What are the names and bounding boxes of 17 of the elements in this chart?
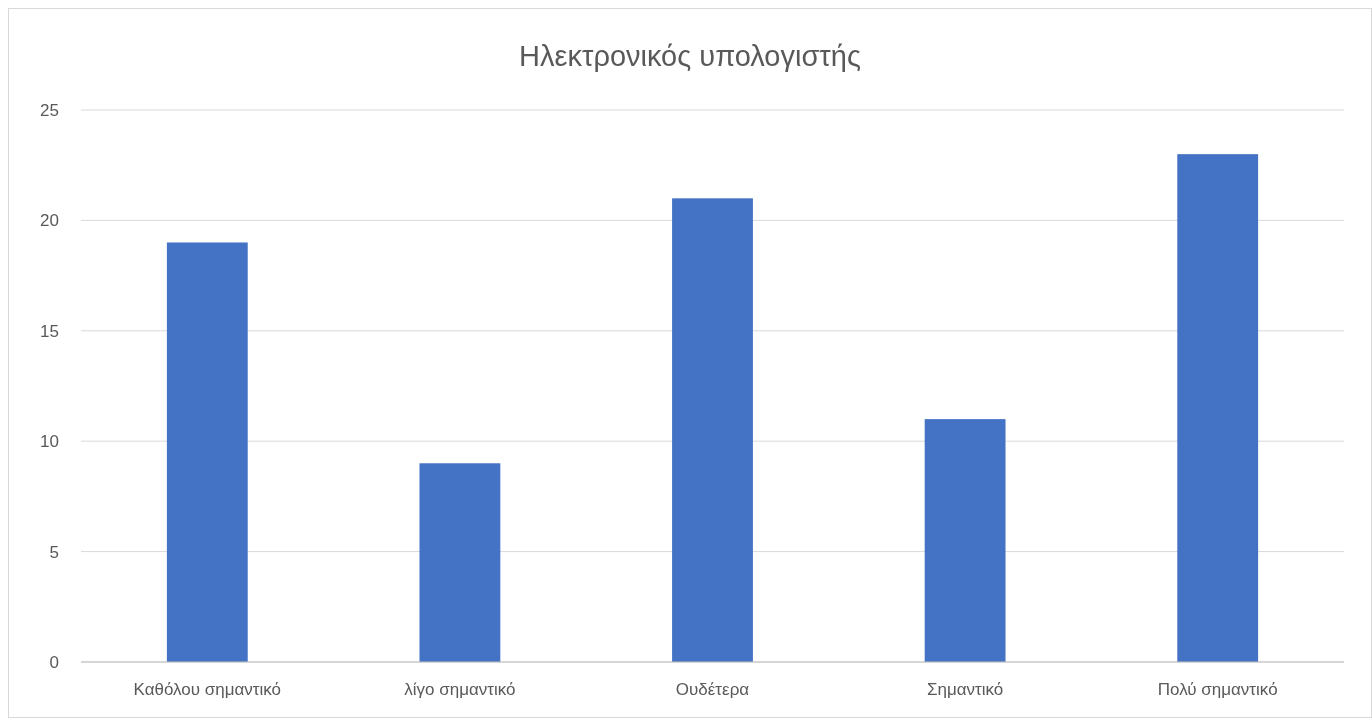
y-tick-label: 15 <box>40 321 59 341</box>
x-tick-label: Πολύ σημαντικό <box>1157 680 1278 699</box>
y-tick-label: 10 <box>40 432 59 452</box>
y-tick-label: 0 <box>49 652 59 672</box>
x-tick-label: Ουδέτερα <box>675 680 750 699</box>
bar <box>672 198 753 662</box>
bar <box>1177 154 1259 662</box>
y-tick-label: 20 <box>40 211 59 231</box>
y-tick-label: 25 <box>40 100 59 120</box>
x-tick-label: Καθόλου σημαντικό <box>133 680 282 699</box>
x-tick-label: Σημαντικό <box>926 680 1004 699</box>
chart-title: Ηλεκτρονικός υπολογιστής <box>519 40 861 72</box>
bar <box>166 242 248 662</box>
x-tick-label: λίγο σημαντικό <box>404 680 516 699</box>
bar <box>419 463 501 662</box>
y-tick-label: 5 <box>49 542 59 562</box>
bar <box>924 419 1006 662</box>
